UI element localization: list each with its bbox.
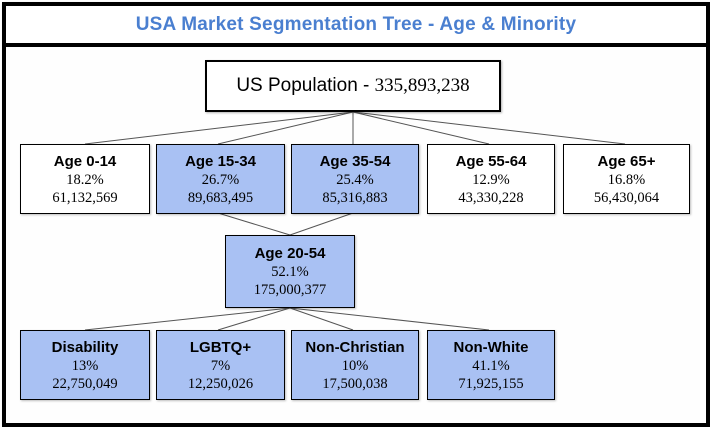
node-non-christian: Non-Christian 10% 17,500,038 — [291, 330, 419, 400]
node-age-35-54: Age 35-54 25.4% 85,316,883 — [291, 144, 419, 214]
node-age-20-54: Age 20-54 52.1% 175,000,377 — [225, 235, 355, 308]
node-percent: 7% — [210, 357, 231, 374]
node-age-15-34: Age 15-34 26.7% 89,683,495 — [156, 144, 285, 214]
root-count: 335,893,238 — [374, 75, 470, 96]
root-label: US Population - — [236, 75, 375, 96]
node-label: Disability — [51, 338, 119, 356]
node-label: Age 55-64 — [455, 152, 527, 170]
root-node-us-population: US Population - 335,893,238 — [205, 60, 501, 112]
diagram-title: USA Market Segmentation Tree - Age & Min… — [135, 13, 577, 35]
node-label: Age 35-54 — [319, 152, 391, 170]
node-label: LGBTQ+ — [189, 338, 252, 356]
node-percent: 26.7% — [201, 171, 240, 188]
node-count: 17,500,038 — [322, 375, 388, 392]
root-node-text: US Population - 335,893,238 — [236, 75, 469, 97]
node-percent: 18.2% — [66, 171, 104, 188]
node-age-0-14: Age 0-14 18.2% 61,132,569 — [20, 144, 150, 214]
node-lgbtq: LGBTQ+ 7% 12,250,026 — [156, 330, 285, 400]
node-percent: 52.1% — [271, 264, 309, 280]
node-count: 56,430,064 — [593, 189, 660, 206]
node-count: 61,132,569 — [52, 189, 118, 206]
node-count: 22,750,049 — [52, 375, 118, 392]
node-label: Non-Christian — [305, 338, 405, 356]
title-bar: USA Market Segmentation Tree - Age & Min… — [6, 6, 706, 47]
node-percent: 10% — [341, 357, 369, 374]
node-percent: 12.9% — [472, 171, 510, 188]
node-age-65-plus: Age 65+ 16.8% 56,430,064 — [563, 144, 690, 214]
node-count: 85,316,883 — [322, 189, 388, 206]
node-label: Age 20-54 — [254, 245, 326, 262]
node-count: 12,250,026 — [187, 375, 254, 392]
node-label: Age 15-34 — [185, 152, 256, 170]
node-count: 175,000,377 — [253, 282, 327, 298]
node-count: 43,330,228 — [458, 189, 524, 206]
node-age-55-64: Age 55-64 12.9% 43,330,228 — [427, 144, 555, 214]
node-percent: 16.8% — [607, 171, 646, 188]
node-label: Age 0-14 — [53, 152, 117, 170]
node-count: 71,925,155 — [458, 375, 524, 392]
node-disability: Disability 13% 22,750,049 — [20, 330, 150, 400]
node-non-white: Non-White 41.1% 71,925,155 — [427, 330, 555, 400]
node-label: Non-White — [453, 338, 529, 356]
node-label: Age 65+ — [597, 152, 656, 170]
node-count: 89,683,495 — [187, 189, 254, 206]
node-percent: 41.1% — [472, 357, 510, 374]
node-percent: 25.4% — [336, 171, 374, 188]
node-percent: 13% — [71, 357, 99, 374]
